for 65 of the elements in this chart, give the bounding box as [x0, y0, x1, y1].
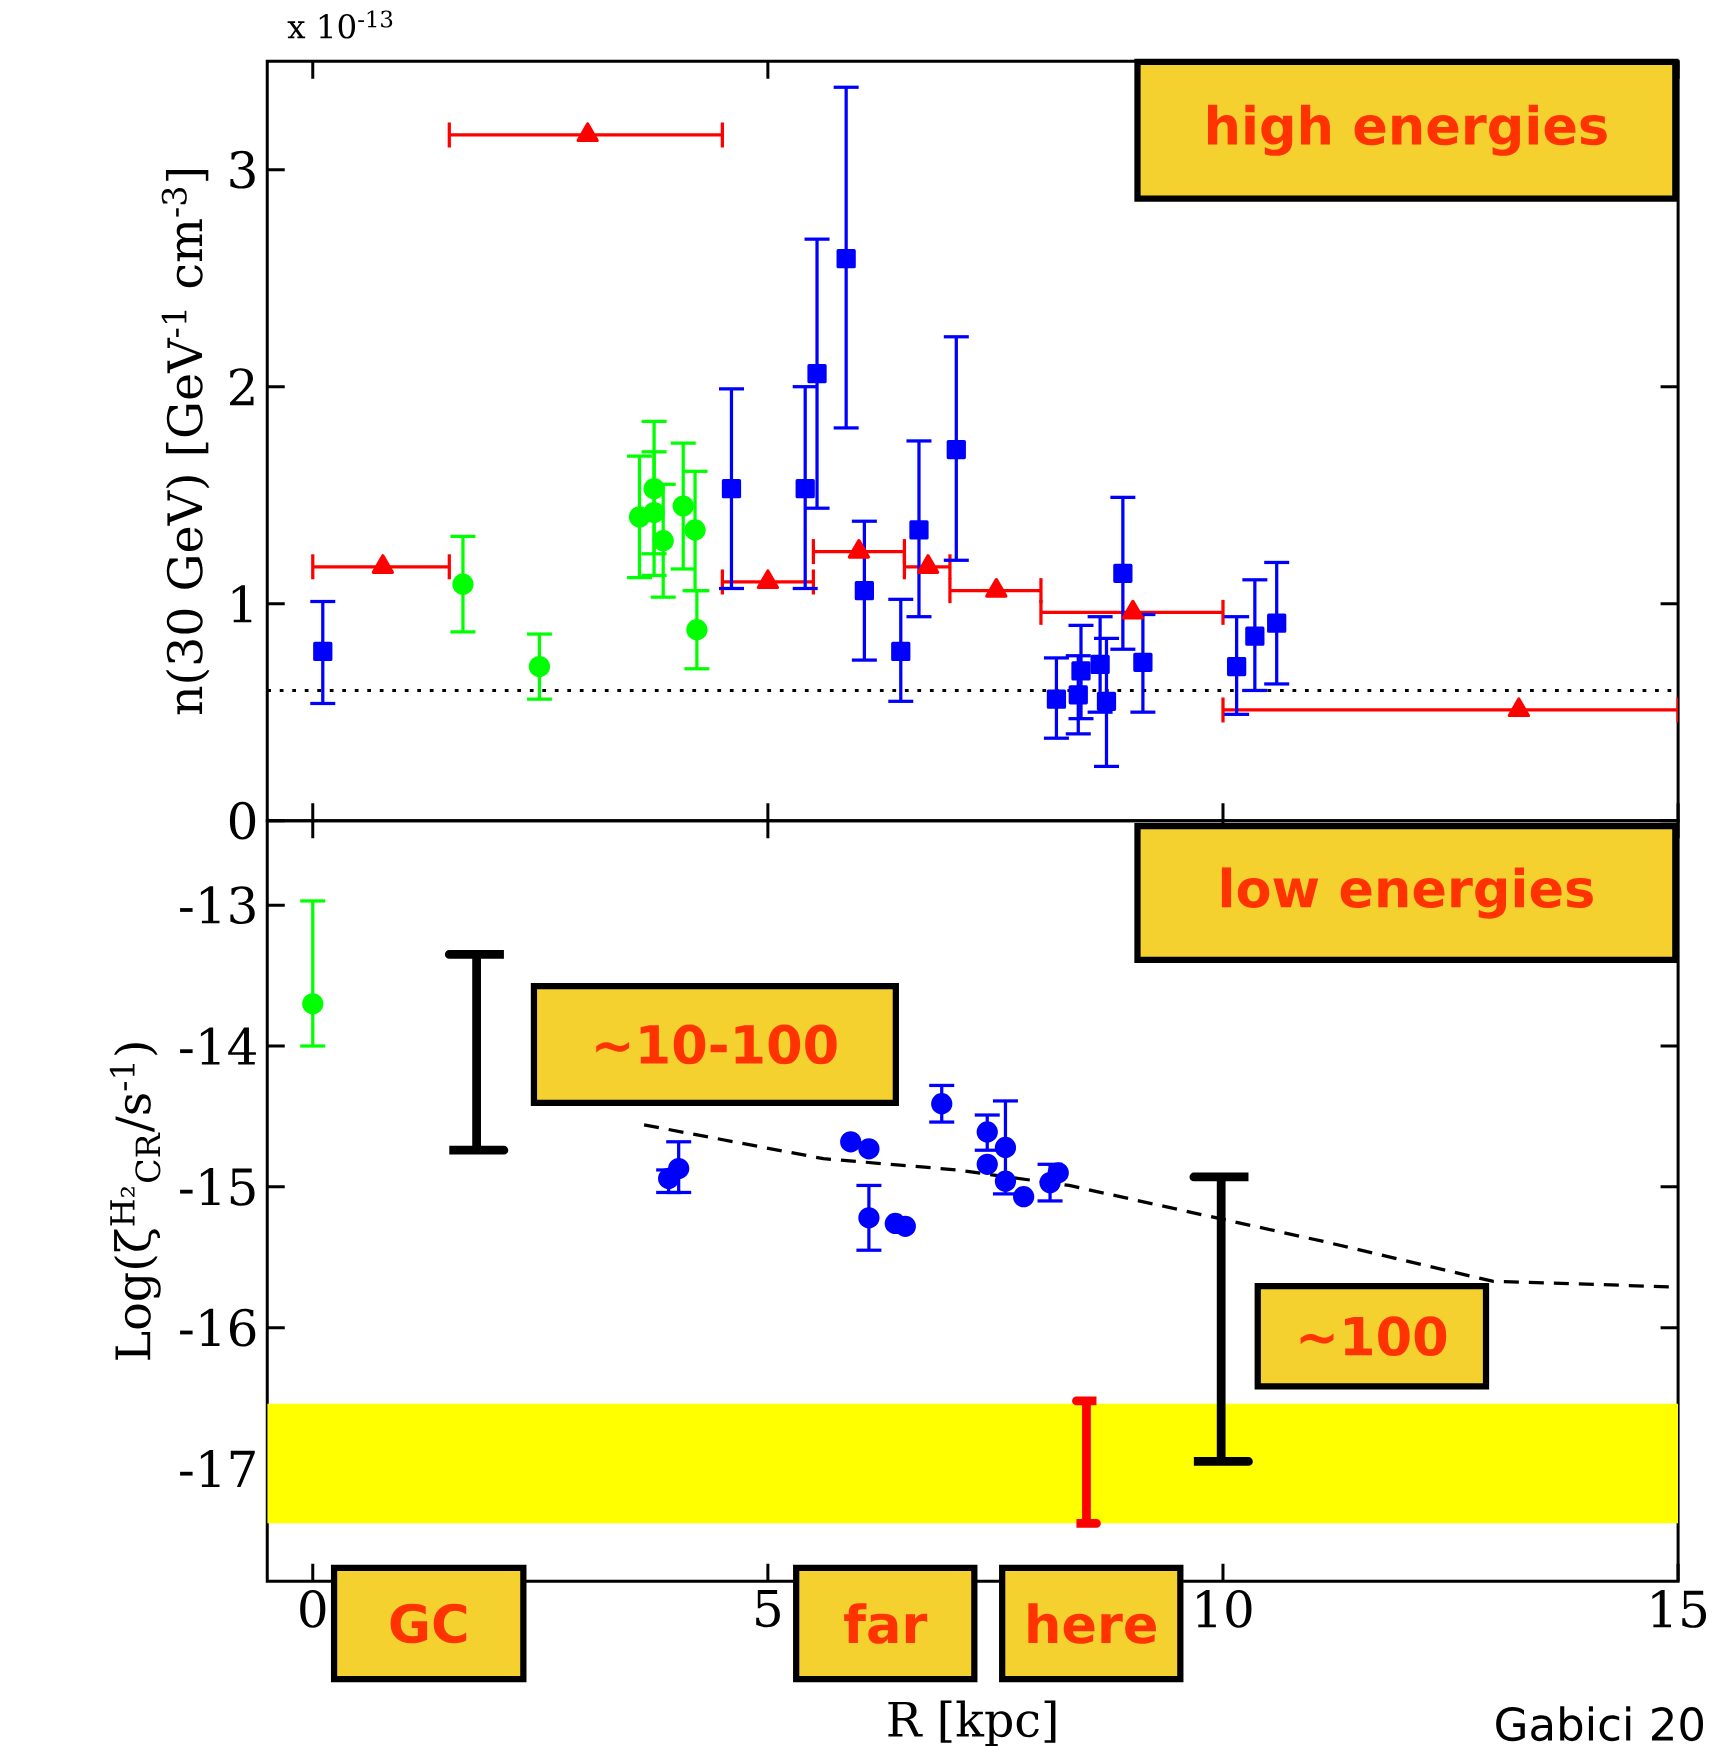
text: x 10$^{-13}$ [287, 10, 393, 39]
y-tick-label: 0 [229, 801, 255, 840]
point [858, 1207, 880, 1229]
point [1068, 685, 1088, 705]
point [994, 1170, 1016, 1192]
x-tick-label: 5 [756, 1590, 780, 1628]
point [1047, 1162, 1069, 1184]
point [684, 519, 706, 541]
x-axis-title: R [kpc] [888, 1700, 1056, 1746]
annotation: ~10-100 [596, 1024, 837, 1065]
point [839, 1131, 862, 1153]
point [1226, 656, 1247, 677]
text: far [844, 1603, 928, 1644]
point [1113, 563, 1133, 583]
y-tick-label: -15 [179, 1167, 255, 1206]
x-tick-label: 0 [300, 1590, 326, 1628]
point [643, 501, 665, 524]
point [667, 1157, 690, 1180]
point [976, 1121, 998, 1143]
text: here [1028, 1603, 1156, 1644]
point [1133, 652, 1153, 672]
point [1266, 613, 1287, 633]
y-tick-label: 3 [230, 150, 255, 189]
point [452, 573, 474, 595]
point [976, 1153, 998, 1175]
point [1096, 691, 1116, 711]
point [891, 641, 911, 662]
point [858, 1138, 880, 1160]
y-tick-label: 2 [229, 368, 254, 406]
text: Gabici 20 [1496, 1706, 1703, 1742]
text: GC [390, 1603, 467, 1644]
point [994, 1136, 1016, 1159]
point [795, 479, 815, 499]
point [672, 495, 694, 517]
y-axis-title: Log(ζ$^{H₂}$$_{CR}$/s$^{-1}$) [109, 1043, 161, 1360]
point [854, 581, 874, 601]
point [313, 641, 333, 662]
point [909, 520, 929, 540]
point [930, 1093, 953, 1115]
x-tick-label: 10 [1197, 1590, 1252, 1628]
point [528, 655, 550, 678]
y-tick-label: -13 [179, 886, 255, 925]
x-tick-label: 15 [1652, 1590, 1706, 1628]
annotation: ~100 [1300, 1316, 1447, 1357]
point [1245, 626, 1265, 646]
y-tick-label: -17 [179, 1449, 255, 1488]
y-tick-label: -16 [179, 1308, 256, 1347]
point [894, 1215, 916, 1237]
point [686, 619, 708, 641]
point [836, 249, 856, 269]
y-tick-label: 1 [232, 585, 252, 623]
point [652, 530, 674, 552]
point [1012, 1186, 1035, 1208]
point [807, 364, 827, 384]
annotation: high energies [1207, 104, 1607, 156]
y-axis-title: n(30 GeV) [GeV$^{-1}$ cm$^{-3}$] [161, 169, 210, 715]
point [1090, 654, 1110, 675]
point [721, 479, 741, 499]
point [643, 478, 665, 500]
point [946, 439, 966, 460]
y-tick-label: -14 [179, 1027, 256, 1065]
annotation: low energies [1221, 867, 1593, 919]
point [1046, 689, 1066, 709]
point [302, 993, 324, 1015]
point [1071, 661, 1091, 681]
